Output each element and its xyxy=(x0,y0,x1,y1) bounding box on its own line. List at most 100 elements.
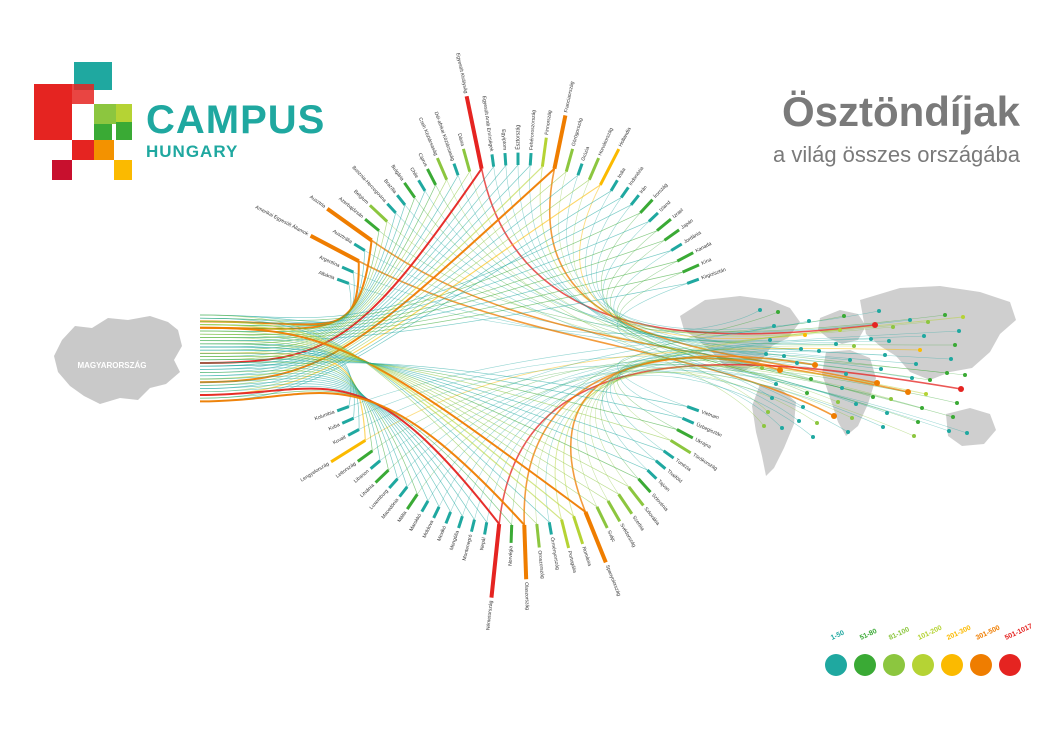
flow-line-out xyxy=(397,371,849,479)
country-label: Örményország xyxy=(549,537,562,571)
destination-dot xyxy=(949,357,953,361)
country-label: Egyiptom xyxy=(500,129,507,150)
country-label: Kolumbia xyxy=(314,409,336,422)
flow-line-out xyxy=(596,204,917,365)
destination-dot xyxy=(846,430,850,434)
country-label: Lengyelország xyxy=(300,461,331,483)
flow-line-in xyxy=(199,250,672,333)
flow-line-out xyxy=(358,365,884,430)
country-bar xyxy=(420,500,430,513)
page-subtitle: a világ összes országába xyxy=(772,142,1020,167)
flow-line-in xyxy=(199,355,671,441)
destination-dot xyxy=(762,424,766,428)
flow-line-out xyxy=(609,364,857,452)
country-bar xyxy=(509,524,514,543)
destination-dot xyxy=(797,419,801,423)
country-bar xyxy=(341,265,355,274)
destination-dot xyxy=(883,353,887,357)
country-bar xyxy=(403,181,416,199)
country-bar xyxy=(406,493,419,510)
south-america-shape xyxy=(752,384,796,476)
flow-line-out xyxy=(590,197,880,330)
destination-dot xyxy=(776,310,780,314)
country-bar xyxy=(595,506,609,529)
flow-line-out xyxy=(606,348,820,461)
flow-line-in xyxy=(199,375,440,507)
country-bar xyxy=(686,405,700,413)
country-label: Bosznia-Hercegovina xyxy=(351,165,388,204)
country-bar xyxy=(452,163,460,176)
page-title: Ösztöndíjak xyxy=(781,88,1020,135)
country-bar xyxy=(483,522,489,535)
destination-dot xyxy=(965,431,969,435)
country-label: Hollandia xyxy=(618,126,633,147)
destination-dot xyxy=(766,410,770,414)
destination-dot xyxy=(947,429,951,433)
country-bar xyxy=(540,137,548,167)
country-bar xyxy=(444,511,452,524)
flow-line-out xyxy=(438,362,777,507)
flow-line-out xyxy=(364,250,872,342)
legend-swatch xyxy=(912,654,934,676)
destination-dot xyxy=(840,386,844,390)
flow-line-out xyxy=(617,350,785,407)
country-label: Macedónia xyxy=(381,497,401,520)
country-bar xyxy=(368,204,389,223)
flow-line-out xyxy=(583,345,855,502)
country-bar xyxy=(647,211,659,223)
destination-dot xyxy=(881,425,885,429)
country-bar xyxy=(663,228,680,242)
country-bar xyxy=(336,405,350,413)
flow-line-in xyxy=(199,283,688,342)
destination-dot xyxy=(916,420,920,424)
country-bar xyxy=(676,428,694,440)
flow-line-out xyxy=(395,212,800,422)
flow-line-in xyxy=(199,204,632,319)
logo-text-main: CAMPUS xyxy=(146,98,326,142)
country-label: Lettország xyxy=(335,461,358,480)
flow-line-in xyxy=(199,190,612,399)
flow-line-out xyxy=(601,212,954,418)
country-label: Jordánia xyxy=(683,230,703,245)
country-label: Ciprus xyxy=(416,152,428,168)
flow-line-in xyxy=(199,166,494,367)
destination-dot xyxy=(887,339,891,343)
country-bar xyxy=(528,152,533,166)
flow-line-out xyxy=(462,353,851,517)
country-bar xyxy=(330,439,367,464)
country-label: Fehéroroszország xyxy=(529,109,538,150)
flow-line-in xyxy=(199,373,429,502)
legend-swatch xyxy=(825,654,847,676)
flow-line-in xyxy=(199,165,531,377)
country-label: Finnország xyxy=(544,110,553,136)
country-label: Moldova xyxy=(422,519,436,539)
country-bars xyxy=(309,95,700,598)
logo-square xyxy=(94,140,114,160)
country-label: Üzbegisztán xyxy=(695,421,723,439)
country-label: Spanyolország xyxy=(604,564,622,597)
country-label: Horvátország xyxy=(597,127,614,157)
destination-dot xyxy=(799,347,803,351)
destination-dot xyxy=(955,401,959,405)
destination-dot xyxy=(817,349,821,353)
destination-dot xyxy=(908,318,912,322)
flow-line-out xyxy=(446,179,765,427)
destination-dot xyxy=(963,373,967,377)
country-bar xyxy=(326,207,373,242)
destination-dot xyxy=(777,367,783,373)
destination-dot xyxy=(758,308,762,312)
country-label: Kína xyxy=(701,257,713,267)
legend-label: 201-300 xyxy=(946,625,972,642)
country-label: Kirgizisztán xyxy=(701,267,727,281)
country-label: Oroszország xyxy=(536,550,545,579)
flow-line-in xyxy=(199,271,683,338)
world-map: MAGYARORSZÁG xyxy=(54,286,1016,476)
country-label: Dánia xyxy=(456,133,465,147)
flow-line-out xyxy=(554,365,927,520)
country-label: Ukrajna xyxy=(694,437,712,450)
flow-line-out xyxy=(427,330,960,502)
legend-label: 81-100 xyxy=(888,626,911,642)
flow-line-out xyxy=(573,179,769,413)
country-label: Kuvait xyxy=(332,434,348,446)
